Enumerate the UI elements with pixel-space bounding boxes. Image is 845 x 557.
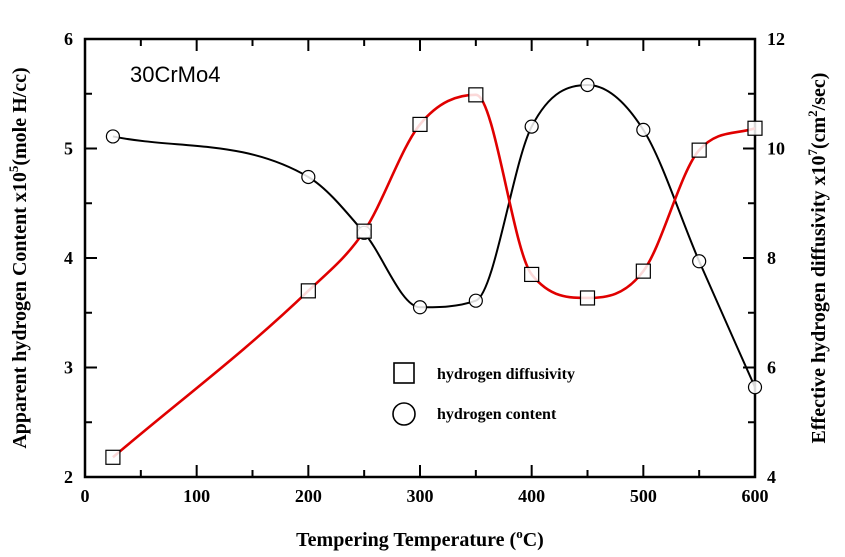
y-right-tick-label: 12	[767, 29, 785, 49]
data-point-hydrogen-diffusivity	[747, 120, 763, 136]
series-line-hydrogen-diffusivity	[112, 93, 756, 459]
x-tick-label: 500	[630, 486, 657, 506]
y-left-tick-label: 5	[64, 139, 73, 159]
data-point-hydrogen-content	[636, 122, 651, 137]
y-left-axis-title: Apparent hydrogen Content x105(mole H/cc…	[6, 67, 31, 448]
data-point-hydrogen-diffusivity	[356, 223, 372, 239]
x-axis-title: Tempering Temperature (oC)	[296, 526, 544, 551]
x-tick-label: 400	[518, 486, 545, 506]
data-point-hydrogen-content	[747, 380, 763, 395]
data-point-hydrogen-diffusivity	[579, 290, 596, 306]
series-markers	[105, 77, 763, 465]
y-right-tick-label: 8	[767, 248, 776, 268]
data-point-hydrogen-content	[105, 129, 121, 144]
y-left-tick-label: 6	[64, 29, 73, 49]
x-tick-label: 300	[407, 486, 434, 506]
legend-label-content: hydrogen content	[437, 406, 557, 423]
y-left-tick-label: 3	[64, 358, 73, 378]
data-point-hydrogen-diffusivity	[300, 283, 316, 299]
data-point-hydrogen-content	[580, 77, 595, 93]
x-tick-label: 600	[742, 486, 769, 506]
data-point-hydrogen-diffusivity	[468, 87, 484, 103]
y-right-axis-title: Effective hydrogen diffusivity x107(cm2/…	[805, 73, 830, 444]
data-point-hydrogen-diffusivity	[524, 266, 540, 283]
y-left-tick-label: 2	[64, 467, 73, 487]
legend-square-marker	[393, 362, 415, 384]
legend: hydrogen diffusivity hydrogen content	[392, 362, 575, 426]
legend-circle-marker	[392, 402, 416, 426]
data-point-hydrogen-content	[301, 169, 316, 185]
data-point-hydrogen-content	[524, 119, 539, 134]
data-point-hydrogen-diffusivity	[691, 142, 707, 158]
plot-frame	[83, 37, 757, 479]
series-line-hydrogen-content	[112, 83, 756, 388]
y-left-tick-label: 4	[64, 248, 73, 268]
data-point-hydrogen-diffusivity	[412, 116, 428, 133]
y-right-tick-label: 6	[767, 358, 776, 378]
data-point-hydrogen-content	[412, 300, 428, 315]
axis-ticks	[84, 38, 756, 478]
x-tick-label: 100	[183, 486, 210, 506]
y-right-tick-label: 10	[767, 139, 785, 159]
x-tick-label: 200	[295, 486, 322, 506]
series-lines	[112, 83, 756, 459]
data-point-hydrogen-content	[692, 254, 707, 269]
data-point-hydrogen-diffusivity	[105, 449, 121, 465]
annotation-label: 30CrMo4	[130, 62, 220, 87]
tick-labels: 0 100 200 300 400 500 600 2 3 4 5 6 4 6 8 10 12	[64, 29, 785, 506]
data-point-hydrogen-content	[468, 293, 483, 308]
data-point-hydrogen-diffusivity	[635, 263, 651, 279]
legend-label-diffusivity: hydrogen diffusivity	[437, 366, 575, 383]
x-tick-label: 0	[81, 486, 90, 506]
y-right-tick-label: 4	[767, 467, 776, 487]
